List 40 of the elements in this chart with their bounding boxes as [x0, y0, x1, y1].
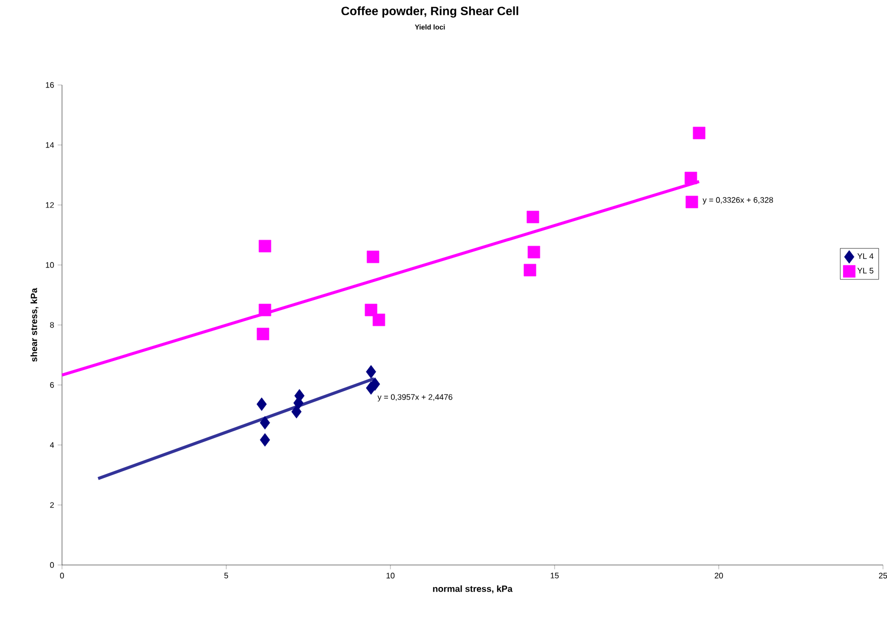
x-tick-label: 10: [386, 572, 395, 578]
point: [260, 433, 270, 447]
point: [370, 377, 380, 391]
y-tick-label: 10: [46, 262, 54, 268]
point: [692, 126, 706, 140]
point: [526, 210, 540, 224]
x-tick-label: 25: [878, 572, 887, 578]
point: [256, 397, 267, 411]
y-axis-title: shear stress, kPa: [30, 288, 38, 362]
y-tick-label: 6: [50, 382, 54, 388]
y-tick-label: 8: [50, 322, 54, 328]
point: [366, 250, 380, 264]
y-tick-label: 2: [50, 502, 54, 508]
y-tick-label: 14: [46, 142, 54, 148]
point: [524, 264, 536, 276]
point: [258, 240, 272, 252]
point: [256, 328, 270, 340]
x-tick-label: 5: [224, 572, 228, 578]
x-tick-label: 15: [550, 572, 559, 578]
legend-label: YL 4: [857, 253, 874, 259]
chart-title: Coffee powder, Ring Shear Cell: [341, 6, 518, 18]
point: [528, 246, 540, 258]
point: [686, 196, 698, 208]
x-tick-label: 20: [714, 572, 723, 578]
point: [364, 304, 378, 316]
point: [294, 389, 305, 402]
point: [366, 365, 376, 378]
point: [258, 304, 272, 316]
x-tick-label: 0: [60, 572, 64, 578]
y-tick-label: 0: [50, 562, 54, 568]
annotation: y = 0,3326x + 6,328: [702, 197, 773, 204]
y-tick-label: 16: [46, 82, 54, 88]
y-tick-label: 4: [50, 442, 54, 448]
point: [372, 314, 386, 326]
y-tick-label: 12: [46, 202, 54, 208]
x-axis-title: normal stress, kPa: [433, 585, 513, 594]
point: [684, 172, 698, 184]
legend-label: YL 5: [857, 268, 874, 274]
annotation: y = 0,3957x + 2,4476: [378, 394, 452, 402]
point: [260, 416, 270, 430]
